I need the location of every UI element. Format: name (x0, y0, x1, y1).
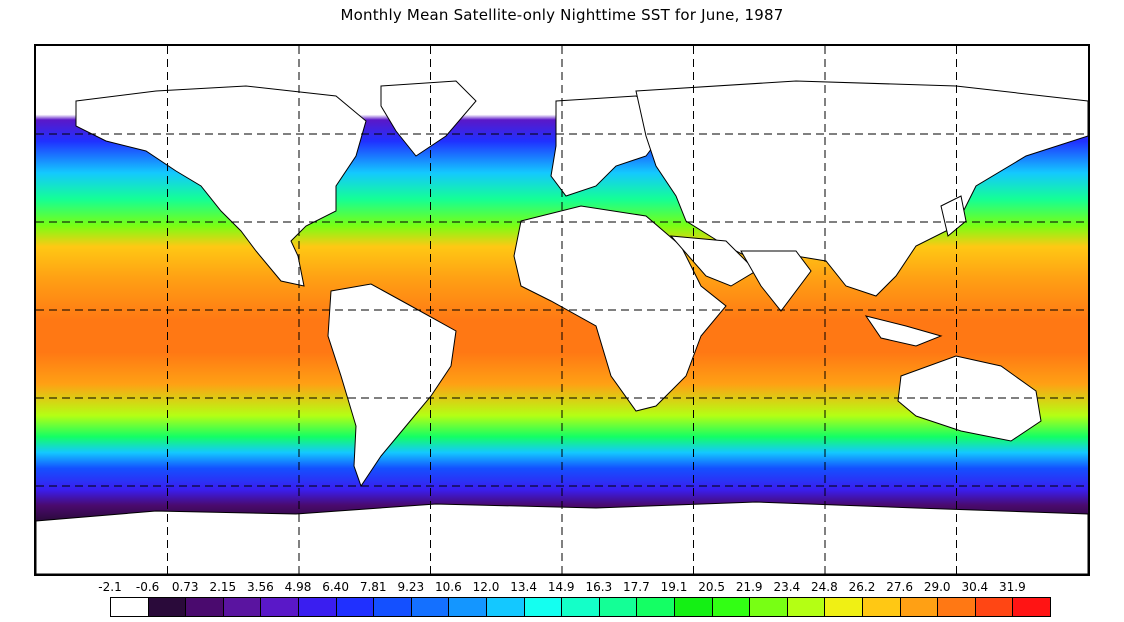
asia-land (635, 80, 1088, 297)
sst-map-canvas (36, 46, 1088, 574)
colorbar-swatch (373, 597, 412, 617)
colorbar-tick-label: 14.9 (547, 580, 575, 594)
colorbar-tick-label: 31.9 (999, 580, 1026, 594)
antarctica-land (36, 501, 1088, 574)
colorbar-swatch (523, 597, 563, 617)
colorbar-tick-label: 9.23 (397, 580, 425, 594)
colorbar-tick-label: -2.1 (98, 580, 122, 594)
colorbar-swatch (486, 597, 525, 617)
colorbar-labels: -2.1 -0.6 0.73 2.15 3.56 4.98 6.40 7.81 9.23 10.6… (0, 580, 1124, 596)
colorbar-swatch (147, 597, 187, 617)
gridlines (36, 46, 1088, 574)
colorbar-tick-label: 27.6 (886, 580, 913, 594)
sst-map (34, 44, 1090, 576)
colorbar-swatch (674, 597, 713, 617)
colorbar-swatch (598, 597, 638, 617)
colorbar-tick-label: 24.8 (811, 580, 838, 594)
colorbar-tick-label: 13.4 (510, 580, 537, 594)
colorbar-tick-label: 30.4 (961, 580, 989, 594)
colorbar-tick-label: 21.9 (735, 580, 763, 594)
map-title: Monthly Mean Satellite-only Nighttime SS… (340, 6, 784, 24)
colorbar-swatch (561, 597, 600, 617)
japan-land (940, 195, 967, 237)
colorbar-swatch (711, 597, 751, 617)
colorbar-swatch (786, 597, 826, 617)
colorbar-swatch (1012, 597, 1051, 617)
colorbar-swatch (222, 597, 262, 617)
colorbar-tick-label: 12.0 (472, 580, 500, 594)
colorbar-tick-label: 16.3 (585, 580, 613, 594)
colorbar-tick-label: 3.56 (247, 580, 274, 594)
colorbar-swatch (410, 597, 450, 617)
colorbar-tick-label: 4.98 (284, 580, 312, 594)
colorbar-tick-label: 10.6 (435, 580, 462, 594)
africa-land (513, 205, 727, 412)
colorbar-swatch (899, 597, 939, 617)
colorbar-swatch (974, 597, 1014, 617)
arabia-land (669, 235, 757, 287)
colorbar-swatch (636, 597, 675, 617)
colorbar-swatch (110, 597, 149, 617)
colorbar-tick-label: 19.1 (660, 580, 688, 594)
indonesia-land (864, 315, 943, 347)
colorbar-tick-label: 7.81 (359, 580, 387, 594)
colorbar-swatch (298, 597, 337, 617)
colorbar-swatch (260, 597, 299, 617)
colorbar-swatch (862, 597, 901, 617)
colorbar-tick-label: -0.6 (135, 580, 160, 594)
colorbar-swatch (185, 597, 224, 617)
colorbar-tick-label: 29.0 (923, 580, 951, 594)
colorbar-swatch (749, 597, 788, 617)
colorbar-tick-label: 0.73 (171, 580, 199, 594)
colorbar-swatch (335, 597, 375, 617)
colorbar-swatch (937, 597, 976, 617)
australia-land (897, 355, 1042, 442)
colorbar-tick-label: 26.2 (848, 580, 876, 594)
colorbar-swatch (448, 597, 487, 617)
colorbar (110, 597, 1051, 617)
colorbar-swatch (824, 597, 863, 617)
greenland-land (380, 80, 477, 157)
colorbar-tick-label: 6.40 (322, 580, 349, 594)
india-land (740, 250, 812, 312)
colorbar-tick-label: 23.4 (773, 580, 801, 594)
colorbar-tick-label: 20.5 (698, 580, 725, 594)
north-america-land (75, 85, 367, 287)
colorbar-tick-label: 17.7 (623, 580, 650, 594)
colorbar-tick-label: 2.15 (209, 580, 237, 594)
